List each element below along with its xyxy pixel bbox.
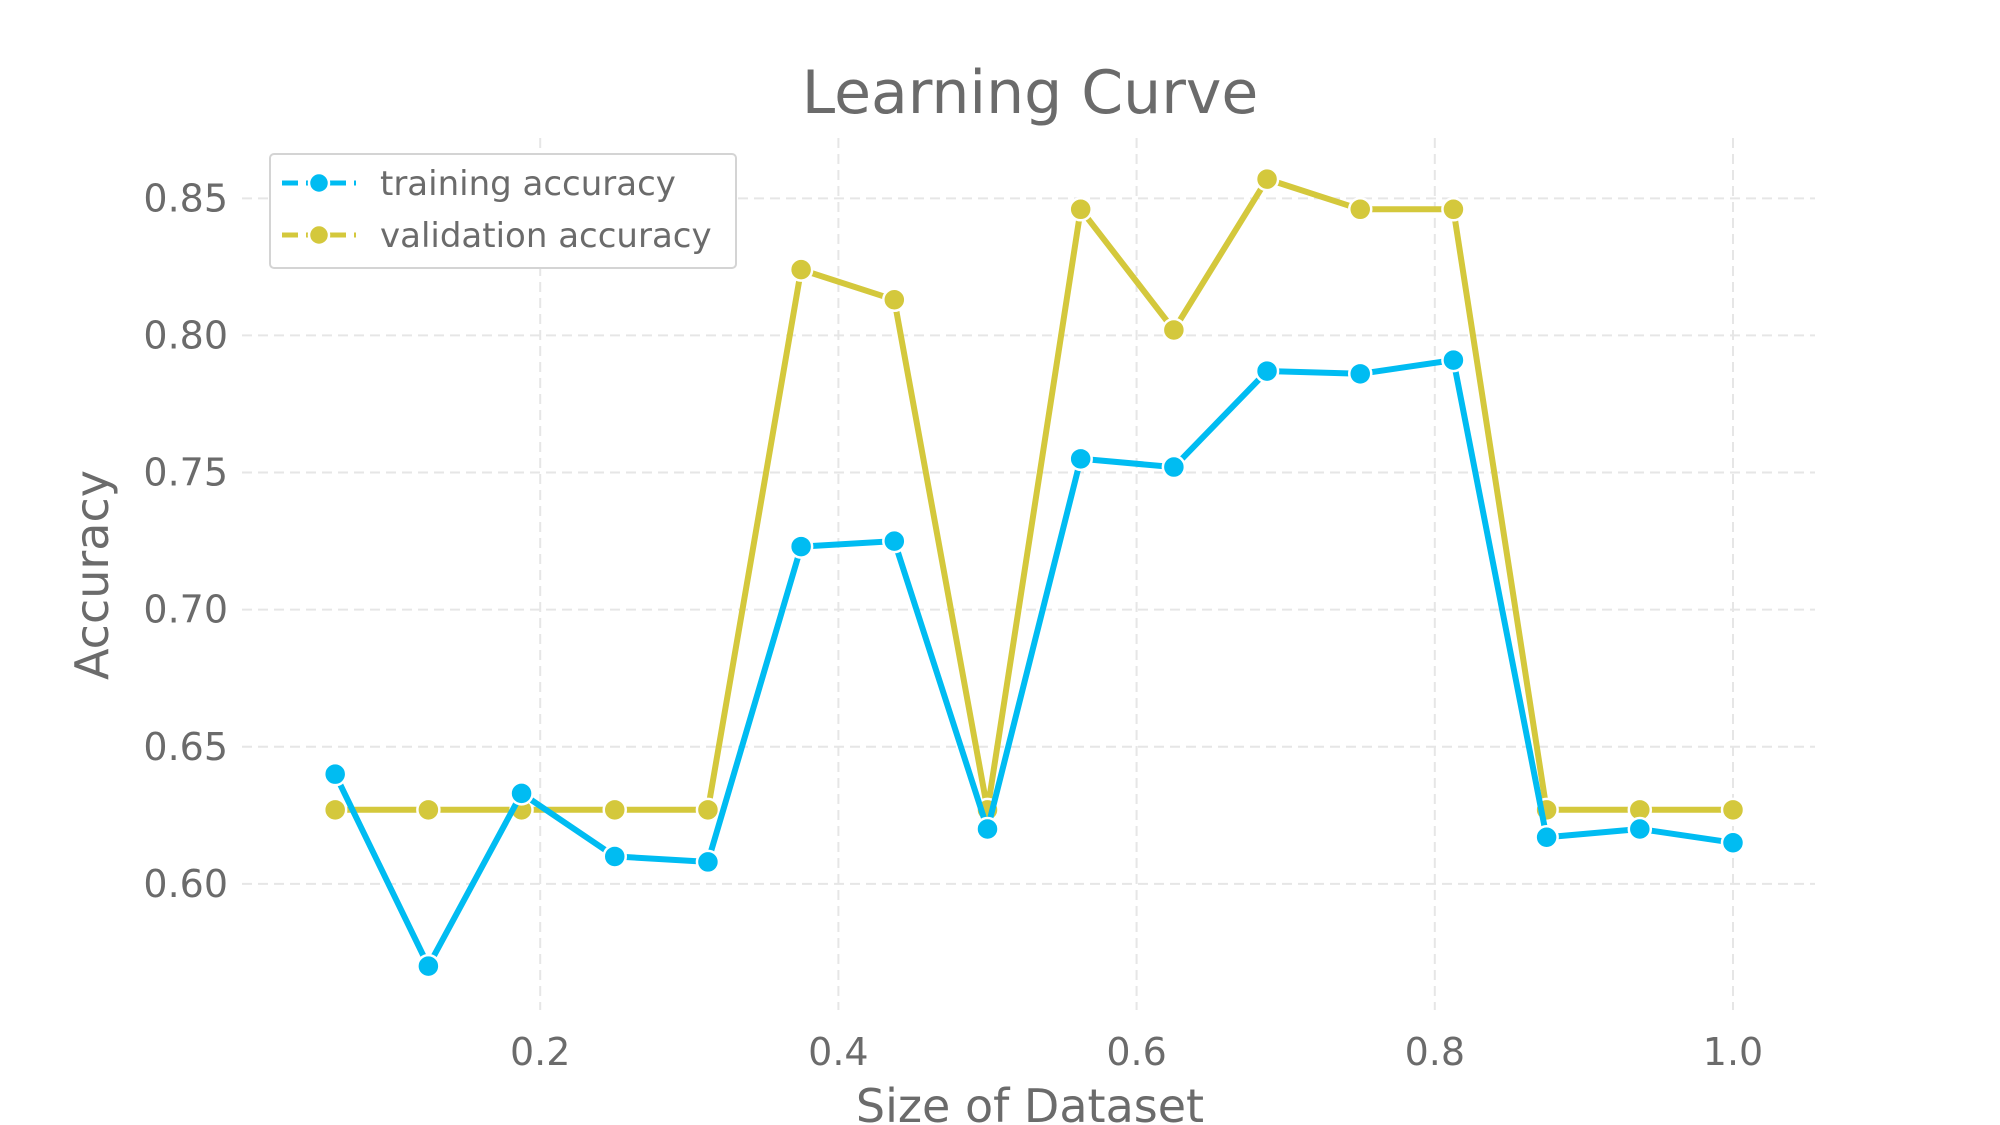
tick-layer: 0.2 0.4 0.6 0.8 1.0 0.60 0.65 0.70 0.75 0.80 0.85 bbox=[143, 176, 1763, 1074]
y-tick-label: 0.70 bbox=[143, 588, 228, 632]
y-tick-label: 0.65 bbox=[143, 725, 228, 769]
series-line bbox=[335, 176, 1733, 813]
data-point bbox=[1627, 816, 1653, 842]
data-point bbox=[1161, 454, 1187, 480]
data-point bbox=[695, 797, 721, 823]
data-point bbox=[322, 761, 348, 787]
data-point bbox=[1441, 197, 1466, 222]
data-point bbox=[1441, 347, 1466, 373]
data-point bbox=[1068, 197, 1093, 222]
data-point bbox=[1254, 166, 1280, 192]
x-tick-label: 0.8 bbox=[1405, 1030, 1465, 1074]
data-point bbox=[1347, 197, 1373, 222]
y-axis-label: Accuracy bbox=[65, 470, 119, 680]
data-point bbox=[882, 528, 907, 554]
legend-marker-training bbox=[307, 171, 331, 195]
legend-entry-training: training accuracy bbox=[282, 164, 676, 204]
x-tick-label: 0.4 bbox=[808, 1030, 868, 1074]
legend-marker-validation bbox=[307, 223, 331, 247]
data-point bbox=[975, 816, 1000, 842]
x-tick-label: 0.6 bbox=[1106, 1030, 1166, 1074]
data-point bbox=[1161, 317, 1187, 343]
data-point bbox=[1068, 446, 1093, 472]
y-tick-label: 0.60 bbox=[143, 862, 228, 906]
legend-label-validation: validation accuracy bbox=[380, 216, 712, 256]
y-tick-label: 0.85 bbox=[143, 176, 228, 220]
chart-title: Learning Curve bbox=[802, 58, 1259, 128]
data-point bbox=[1347, 361, 1373, 387]
data-point bbox=[788, 534, 814, 559]
data-point bbox=[416, 953, 441, 979]
data-point bbox=[1720, 830, 1746, 855]
data-point bbox=[788, 257, 814, 282]
data-point bbox=[1254, 358, 1280, 384]
series-layer bbox=[322, 166, 1746, 979]
data-point bbox=[602, 797, 627, 823]
x-tick-label: 0.2 bbox=[510, 1030, 570, 1074]
data-point bbox=[509, 781, 534, 806]
y-tick-label: 0.75 bbox=[143, 451, 228, 495]
data-point bbox=[602, 844, 627, 869]
data-point bbox=[882, 287, 907, 313]
legend-entry-validation: validation accuracy bbox=[282, 216, 712, 256]
legend-box bbox=[269, 153, 737, 269]
x-axis-label: Size of Dataset bbox=[856, 1079, 1204, 1125]
series-line bbox=[332, 357, 1734, 970]
data-point bbox=[1534, 824, 1559, 850]
data-point bbox=[322, 797, 348, 823]
x-tick-label: 1.0 bbox=[1703, 1030, 1763, 1074]
legend: training accuracy validation accuracy bbox=[269, 153, 737, 269]
series-validation bbox=[322, 166, 1746, 823]
legend-label-training: training accuracy bbox=[380, 164, 676, 204]
series-training bbox=[322, 347, 1746, 979]
data-point bbox=[695, 849, 721, 875]
data-point bbox=[416, 797, 441, 823]
data-point bbox=[1720, 797, 1746, 823]
y-tick-label: 0.80 bbox=[143, 313, 228, 357]
